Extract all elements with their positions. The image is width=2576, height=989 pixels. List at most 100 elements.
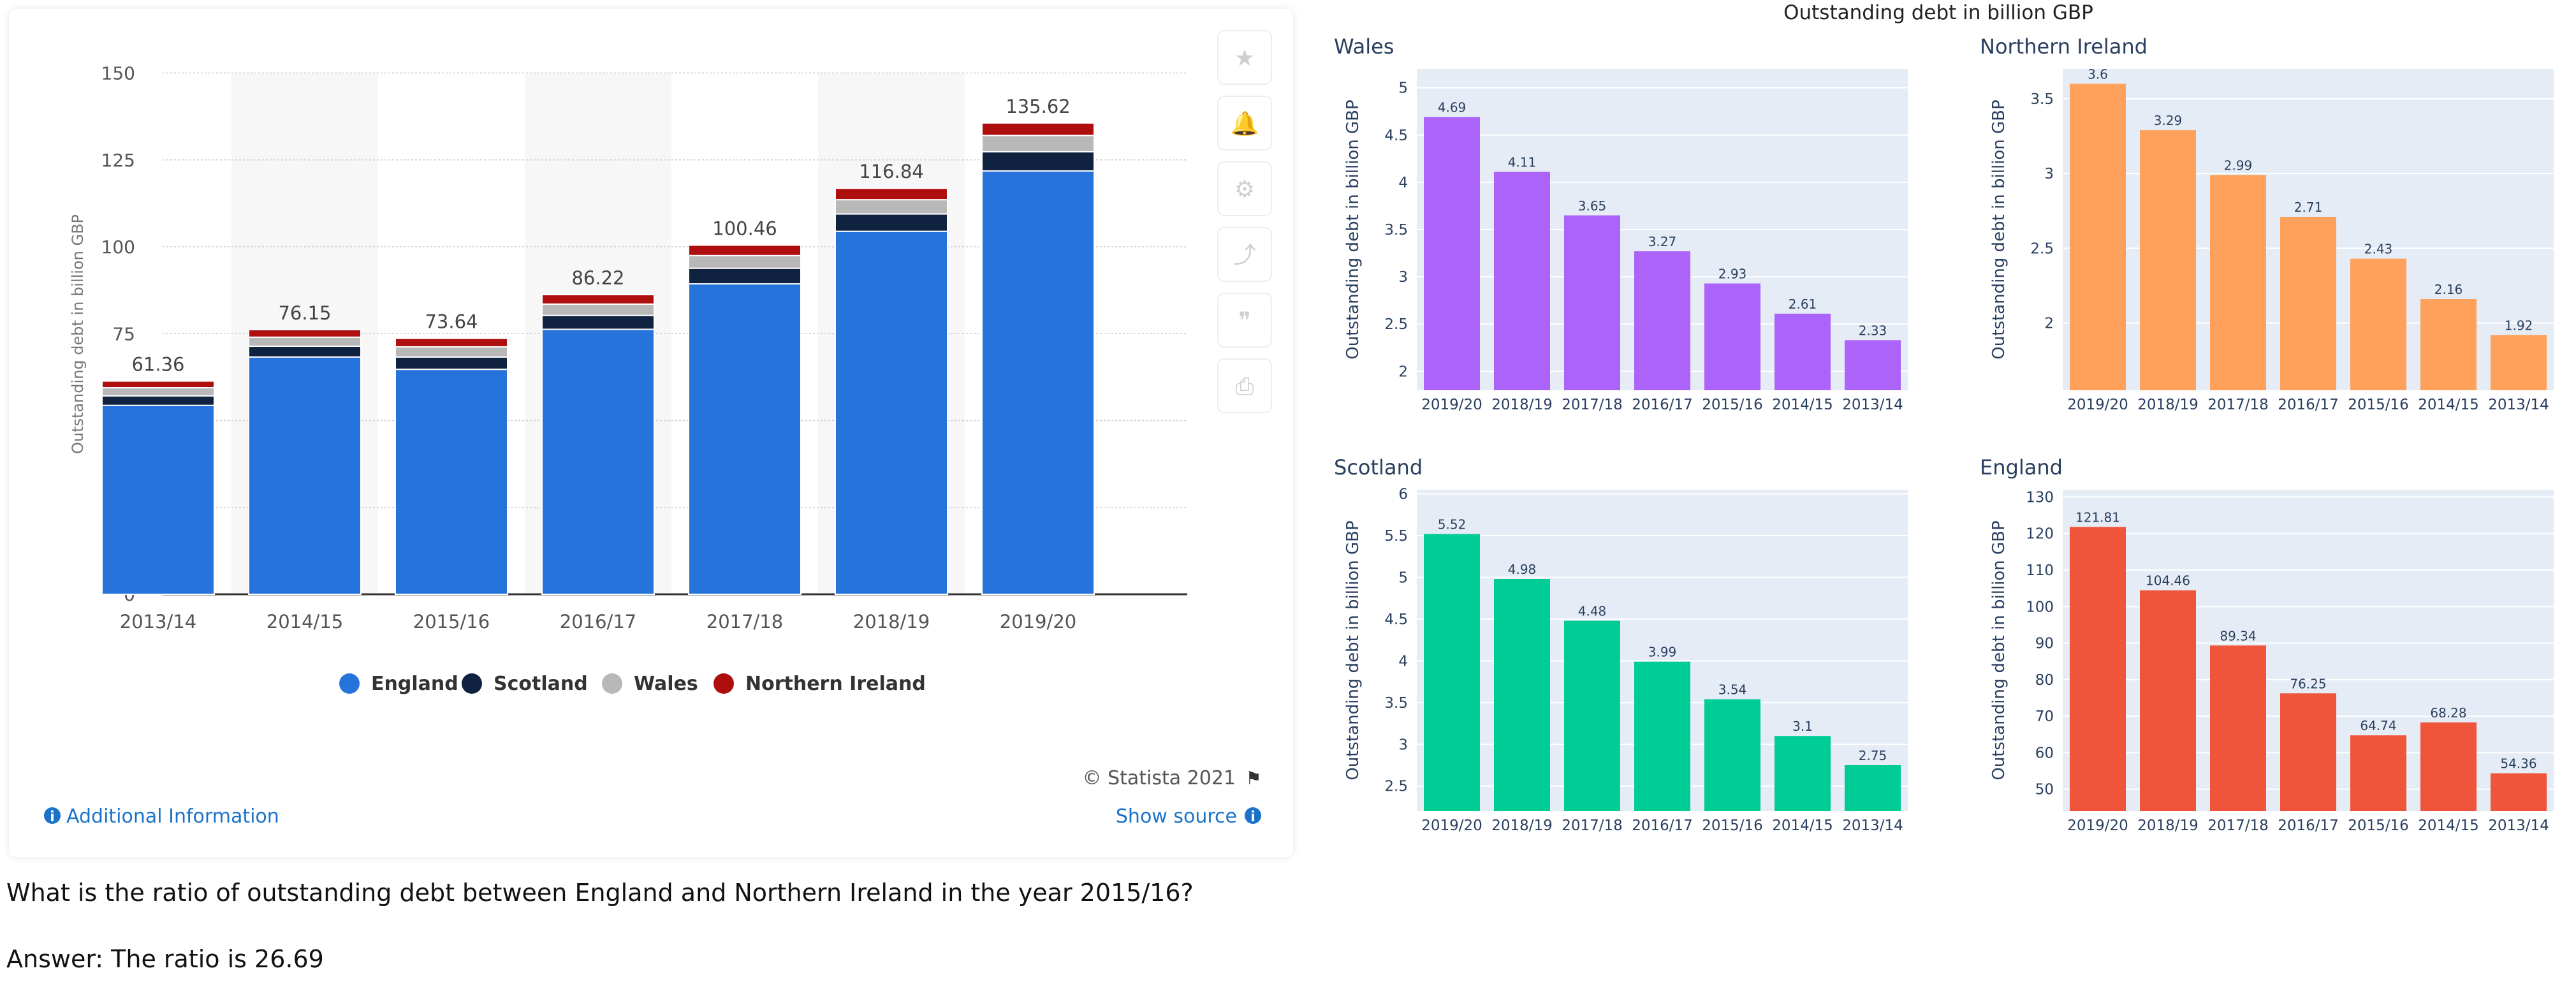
x-tick-label: 2018/19 (2137, 397, 2199, 413)
share-icon[interactable]: ⤴ (1233, 242, 1256, 268)
bar-segment-england (248, 356, 362, 596)
bell-icon[interactable]: 🔔 (1231, 111, 1259, 137)
legend-label[interactable]: England (371, 673, 458, 695)
data-label: 4.98 (1508, 562, 1537, 577)
data-label: 64.74 (2360, 718, 2396, 733)
data-label: 89.34 (2220, 628, 2256, 643)
subplot-title: Scotland (1334, 455, 1423, 480)
x-tick-label: 2013/14 (2488, 817, 2549, 834)
x-tick-label: 2014/15 (267, 611, 343, 633)
y-axis-label: Outstanding debt in billion GBP (1343, 99, 1363, 359)
data-label: 121.81 (2075, 509, 2120, 525)
bar (1775, 313, 1831, 390)
bar (2070, 84, 2126, 390)
source-info-icon[interactable] (1245, 807, 1261, 824)
x-tick-label: 2015/16 (2348, 397, 2409, 413)
question-text: What is the ratio of outstanding debt be… (6, 879, 1194, 907)
print-icon[interactable]: ⎙ (1236, 374, 1254, 400)
legend-marker[interactable] (714, 673, 734, 694)
x-tick-label: 2016/17 (2278, 397, 2339, 413)
y-axis-label: Outstanding debt in billion GBP (1343, 520, 1363, 780)
y-tick-label: 5 (1398, 80, 1408, 97)
bar (1424, 117, 1480, 390)
bar-segment-northern-ireland (395, 337, 508, 348)
total-label: 86.22 (571, 267, 624, 289)
y-tick-label: 100 (101, 237, 135, 258)
x-tick-label: 2019/20 (2067, 817, 2128, 834)
legend-marker[interactable] (602, 673, 622, 694)
y-tick-label: 60 (2035, 745, 2054, 761)
x-tick-label: 2018/19 (1491, 817, 1553, 834)
info-icon[interactable] (44, 807, 61, 824)
bar-segment-wales (395, 346, 508, 358)
y-tick-label: 110 (2026, 562, 2054, 579)
y-tick-label: 50 (2035, 782, 2054, 798)
x-tick-label: 2015/16 (413, 611, 490, 633)
bar-segment-scotland (541, 314, 655, 330)
bar-segment-england (101, 404, 215, 595)
bar (2140, 130, 2196, 390)
subplot-northern-ireland: 2 2.5 3 3.5 Northern Ireland Outstanding debt… (1980, 34, 2554, 413)
bar-segment-scotland (688, 267, 801, 285)
bar (1634, 251, 1690, 390)
additional-information-link[interactable]: Additional Information (66, 805, 279, 828)
star-button[interactable] (1217, 30, 1272, 85)
data-label: 4.69 (1438, 100, 1467, 115)
bar-segment-wales (101, 387, 215, 397)
bar (2491, 773, 2547, 811)
y-tick-label: 70 (2035, 708, 2054, 725)
legend-marker[interactable] (462, 673, 482, 694)
legend-label[interactable]: Northern Ireland (745, 673, 926, 695)
x-tick-label: 2019/20 (1421, 397, 1482, 413)
y-tick-label: 3 (1398, 269, 1408, 286)
y-tick-label: 2.5 (2030, 240, 2054, 257)
y-tick-label: 3.5 (2030, 91, 2054, 108)
bar-segment-northern-ireland (541, 294, 655, 305)
x-tick-label: 2016/17 (560, 611, 636, 633)
legend-label[interactable]: Scotland (494, 673, 588, 695)
data-label: 68.28 (2430, 705, 2466, 721)
y-tick-label: 3 (1398, 736, 1408, 753)
show-source-link[interactable]: Show source (1116, 805, 1237, 828)
bar-segment-wales (688, 254, 801, 269)
y-tick-label: 5.5 (1384, 528, 1408, 545)
y-tick-label: 4.5 (1384, 128, 1408, 144)
x-tick-label: 2014/15 (2418, 817, 2479, 834)
figure-title: Outstanding debt in billion GBP (1783, 1, 2093, 24)
x-tick-label: 2017/18 (2207, 817, 2269, 834)
x-tick-label: 2017/18 (706, 611, 783, 633)
y-axis-label: Outstanding debt in billion GBP (1989, 99, 2009, 359)
x-tick-label: 2013/14 (120, 611, 196, 633)
legend-label[interactable]: Wales (634, 673, 698, 695)
y-tick-label: 2 (1398, 363, 1408, 380)
data-label: 3.99 (1648, 645, 1677, 660)
bar-segment-northern-ireland (248, 328, 362, 338)
bar (1845, 765, 1901, 811)
quote-button[interactable] (1217, 293, 1272, 348)
bar-segment-england (981, 170, 1095, 595)
x-tick-label: 2018/19 (853, 611, 930, 633)
bar-segment-england (835, 230, 948, 595)
star-icon[interactable]: ★ (1234, 45, 1255, 71)
data-label: 1.92 (2505, 318, 2533, 333)
legend-marker[interactable] (339, 673, 360, 694)
x-tick-label: 2016/17 (1632, 397, 1693, 413)
bar (2420, 299, 2477, 390)
data-label: 2.99 (2224, 158, 2253, 173)
total-label: 100.46 (712, 217, 777, 239)
total-label: 61.36 (131, 354, 184, 376)
y-axis-label: Outstanding debt in billion GBP (69, 214, 87, 454)
bar (2210, 175, 2266, 390)
x-tick-label: 2017/18 (1562, 397, 1623, 413)
print-button[interactable] (1217, 358, 1272, 413)
gear-icon[interactable]: ⚙ (1234, 177, 1255, 203)
data-label: 54.36 (2500, 756, 2536, 772)
x-tick-label: 2018/19 (2137, 817, 2199, 834)
bar-segment-scotland (395, 356, 508, 370)
quote-icon[interactable]: ❞ (1238, 308, 1250, 334)
bell-button[interactable] (1217, 96, 1272, 150)
bar-segment-scotland (101, 395, 215, 406)
y-tick-label: 80 (2035, 672, 2054, 689)
share-button[interactable] (1217, 227, 1272, 282)
gear-button[interactable] (1217, 161, 1272, 216)
